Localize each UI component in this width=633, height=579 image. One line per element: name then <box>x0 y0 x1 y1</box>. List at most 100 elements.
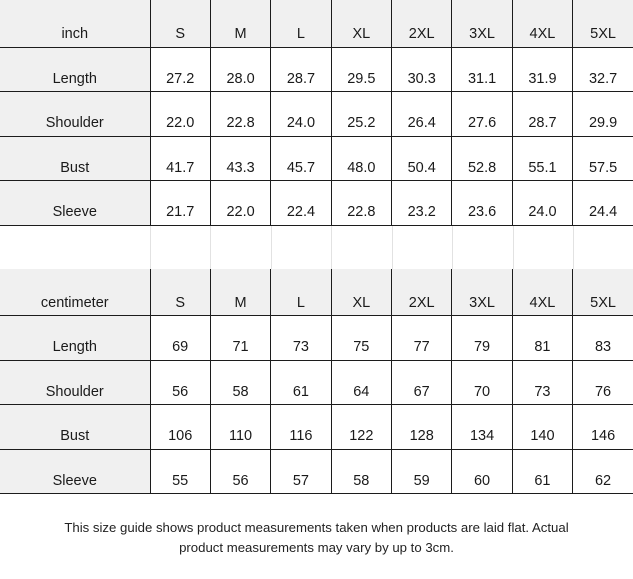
cell-length-m: 71 <box>210 315 272 361</box>
cell-bust-m: 43.3 <box>210 136 272 181</box>
cell-sleeve-3xl: 60 <box>451 449 513 494</box>
cell-shoulder-2xl: 67 <box>391 360 453 405</box>
cell-bust-2xl: 128 <box>391 404 453 450</box>
table-row: Sleeve 55 56 57 58 59 60 61 62 <box>0 449 633 494</box>
cell-shoulder-5xl: 29.9 <box>572 91 633 137</box>
cell-length-s: 69 <box>150 315 211 361</box>
cell-shoulder-s: 22.0 <box>150 91 211 137</box>
spacer-divider <box>150 225 151 269</box>
column-header-2xl: 2XL <box>391 0 453 48</box>
cell-length-l: 73 <box>270 315 332 361</box>
cell-length-4xl: 81 <box>512 315 574 361</box>
cell-bust-xl: 48.0 <box>331 136 393 181</box>
cell-length-5xl: 32.7 <box>572 47 633 92</box>
cell-bust-5xl: 57.5 <box>572 136 633 181</box>
cell-length-l: 28.7 <box>270 47 332 92</box>
cell-shoulder-s: 56 <box>150 360 211 405</box>
column-header-m: M <box>210 0 272 48</box>
cell-bust-xl: 122 <box>331 404 393 450</box>
cell-sleeve-xl: 22.8 <box>331 180 393 226</box>
cell-bust-l: 116 <box>270 404 332 450</box>
table-row: Sleeve 21.7 22.0 22.4 22.8 23.2 23.6 24.… <box>0 180 633 226</box>
spacer-divider <box>452 225 453 269</box>
cell-sleeve-s: 21.7 <box>150 180 211 226</box>
cell-length-s: 27.2 <box>150 47 211 92</box>
table-spacer <box>0 225 633 269</box>
column-header-3xl: 3XL <box>451 268 513 316</box>
table-row: Shoulder 56 58 61 64 67 70 73 76 <box>0 360 633 405</box>
cell-shoulder-5xl: 76 <box>572 360 633 405</box>
cell-bust-s: 106 <box>150 404 211 450</box>
cell-sleeve-5xl: 24.4 <box>572 180 633 226</box>
cell-bust-4xl: 55.1 <box>512 136 574 181</box>
row-label-shoulder: Shoulder <box>0 360 151 405</box>
cell-shoulder-m: 22.8 <box>210 91 272 137</box>
cell-shoulder-3xl: 70 <box>451 360 513 405</box>
cell-bust-s: 41.7 <box>150 136 211 181</box>
column-header-l: L <box>270 0 332 48</box>
spacer-divider <box>271 225 272 269</box>
cell-sleeve-3xl: 23.6 <box>451 180 513 226</box>
column-header-xl: XL <box>331 268 393 316</box>
unit-label-centimeter: centimeter <box>0 268 151 316</box>
cell-sleeve-4xl: 61 <box>512 449 574 494</box>
table-header-row: centimeter S M L XL 2XL 3XL 4XL 5XL <box>0 268 633 316</box>
row-label-length: Length <box>0 47 151 92</box>
cell-length-m: 28.0 <box>210 47 272 92</box>
cell-length-5xl: 83 <box>572 315 633 361</box>
cell-length-2xl: 77 <box>391 315 453 361</box>
size-table-inch: inch S M L XL 2XL 3XL 4XL 5XL Length 27.… <box>0 0 633 226</box>
cell-bust-m: 110 <box>210 404 272 450</box>
cell-bust-2xl: 50.4 <box>391 136 453 181</box>
cell-sleeve-2xl: 23.2 <box>391 180 453 226</box>
cell-length-4xl: 31.9 <box>512 47 574 92</box>
table-row: Length 27.2 28.0 28.7 29.5 30.3 31.1 31.… <box>0 47 633 92</box>
table-row: Bust 41.7 43.3 45.7 48.0 50.4 52.8 55.1 … <box>0 136 633 181</box>
cell-sleeve-2xl: 59 <box>391 449 453 494</box>
cell-shoulder-2xl: 26.4 <box>391 91 453 137</box>
column-header-xl: XL <box>331 0 393 48</box>
size-table-centimeter: centimeter S M L XL 2XL 3XL 4XL 5XL Leng… <box>0 268 633 495</box>
cell-bust-4xl: 140 <box>512 404 574 450</box>
disclaimer-line-2: product measurements may vary by up to 3… <box>179 540 454 556</box>
column-header-m: M <box>210 268 272 316</box>
cell-length-2xl: 30.3 <box>391 47 453 92</box>
cell-length-xl: 75 <box>331 315 393 361</box>
cell-length-3xl: 79 <box>451 315 513 361</box>
column-header-5xl: 5XL <box>572 0 633 48</box>
cell-bust-l: 45.7 <box>270 136 332 181</box>
cell-length-3xl: 31.1 <box>451 47 513 92</box>
table-header-row: inch S M L XL 2XL 3XL 4XL 5XL <box>0 0 633 48</box>
cell-sleeve-5xl: 62 <box>572 449 633 494</box>
cell-shoulder-4xl: 73 <box>512 360 574 405</box>
row-label-sleeve: Sleeve <box>0 180 151 226</box>
table-row: Length 69 71 73 75 77 79 81 83 <box>0 315 633 361</box>
row-label-shoulder: Shoulder <box>0 91 151 137</box>
row-label-length: Length <box>0 315 151 361</box>
column-header-2xl: 2XL <box>391 268 453 316</box>
spacer-divider <box>513 225 514 269</box>
cell-sleeve-l: 57 <box>270 449 332 494</box>
column-header-5xl: 5XL <box>572 268 633 316</box>
column-header-4xl: 4XL <box>512 268 574 316</box>
cell-sleeve-4xl: 24.0 <box>512 180 574 226</box>
column-header-s: S <box>150 0 211 48</box>
cell-sleeve-l: 22.4 <box>270 180 332 226</box>
row-label-bust: Bust <box>0 404 151 450</box>
cell-shoulder-l: 24.0 <box>270 91 332 137</box>
spacer-divider <box>210 225 211 269</box>
table-row: Bust 106 110 116 122 128 134 140 146 <box>0 404 633 450</box>
cell-shoulder-xl: 64 <box>331 360 393 405</box>
spacer-divider <box>331 225 332 269</box>
cell-bust-3xl: 52.8 <box>451 136 513 181</box>
column-header-4xl: 4XL <box>512 0 574 48</box>
cell-sleeve-m: 22.0 <box>210 180 272 226</box>
cell-sleeve-xl: 58 <box>331 449 393 494</box>
cell-shoulder-m: 58 <box>210 360 272 405</box>
spacer-divider <box>392 225 393 269</box>
cell-bust-5xl: 146 <box>572 404 633 450</box>
cell-length-xl: 29.5 <box>331 47 393 92</box>
cell-sleeve-m: 56 <box>210 449 272 494</box>
unit-label-inch: inch <box>0 0 151 48</box>
